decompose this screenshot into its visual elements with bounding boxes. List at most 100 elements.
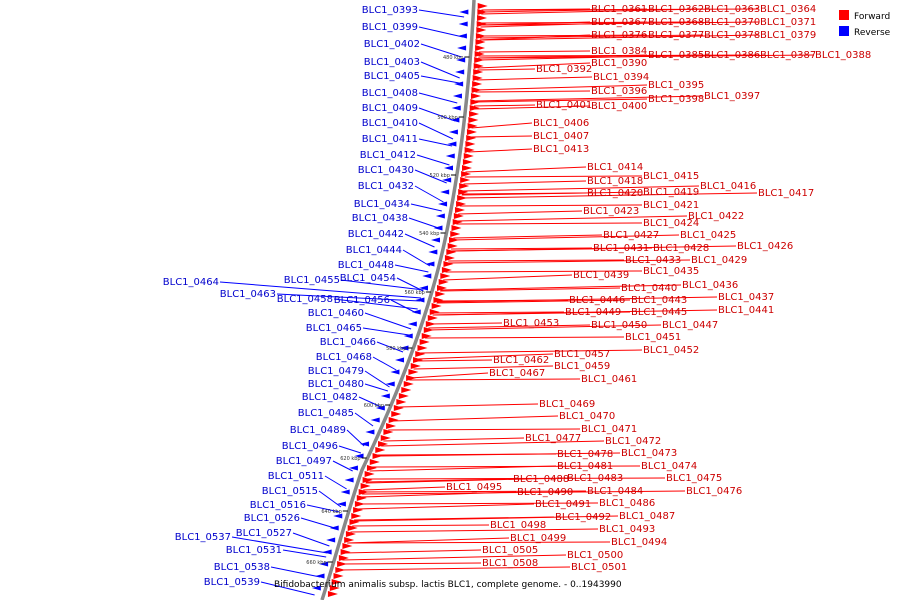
gene-label-forward[interactable]: BLC1_0401 bbox=[536, 100, 592, 111]
gene-label-reverse[interactable]: BLC1_0399 bbox=[362, 22, 418, 33]
gene-label-reverse[interactable]: BLC1_0497 bbox=[276, 456, 332, 467]
gene-label-forward[interactable]: BLC1_0443 bbox=[631, 295, 687, 306]
gene-label-reverse[interactable]: BLC1_0456 bbox=[334, 295, 390, 306]
gene-label-reverse[interactable]: BLC1_0539 bbox=[204, 577, 260, 588]
gene-label-forward[interactable]: BLC1_0386 bbox=[704, 50, 760, 61]
gene-label-forward[interactable]: BLC1_0471 bbox=[581, 424, 637, 435]
gene-label-reverse[interactable]: BLC1_0479 bbox=[308, 366, 364, 377]
gene-label-forward[interactable]: BLC1_0418 bbox=[587, 176, 643, 187]
gene-label-forward[interactable]: BLC1_0429 bbox=[691, 255, 747, 266]
gene-label-forward[interactable]: BLC1_0426 bbox=[737, 241, 793, 252]
gene-label-forward[interactable]: BLC1_0437 bbox=[718, 292, 774, 303]
gene-label-forward[interactable]: BLC1_0459 bbox=[554, 361, 610, 372]
gene-label-reverse[interactable]: BLC1_0409 bbox=[362, 103, 418, 114]
gene-label-forward[interactable]: BLC1_0494 bbox=[611, 537, 667, 548]
gene-label-forward[interactable]: BLC1_0436 bbox=[682, 280, 738, 291]
gene-label-forward[interactable]: BLC1_0379 bbox=[760, 30, 816, 41]
gene-label-forward[interactable]: BLC1_0384 bbox=[591, 46, 647, 57]
gene-label-reverse[interactable]: BLC1_0482 bbox=[302, 392, 358, 403]
gene-label-forward[interactable]: BLC1_0462 bbox=[493, 355, 549, 366]
gene-label-reverse[interactable]: BLC1_0465 bbox=[306, 323, 362, 334]
gene-label-forward[interactable]: BLC1_0490 bbox=[517, 487, 573, 498]
gene-label-reverse[interactable]: BLC1_0463 bbox=[220, 289, 276, 300]
gene-label-forward[interactable]: BLC1_0450 bbox=[591, 320, 647, 331]
gene-label-reverse[interactable]: BLC1_0466 bbox=[320, 337, 376, 348]
gene-label-forward[interactable]: BLC1_0397 bbox=[704, 91, 760, 102]
gene-label-forward[interactable]: BLC1_0486 bbox=[599, 498, 655, 509]
gene-label-forward[interactable]: BLC1_0400 bbox=[591, 101, 647, 112]
gene-label-forward[interactable]: BLC1_0427 bbox=[603, 230, 659, 241]
gene-label-reverse[interactable]: BLC1_0460 bbox=[308, 308, 364, 319]
gene-label-forward[interactable]: BLC1_0371 bbox=[760, 17, 816, 28]
gene-label-forward[interactable]: BLC1_0428 bbox=[653, 243, 709, 254]
gene-label-forward[interactable]: BLC1_0447 bbox=[662, 320, 718, 331]
gene-label-forward[interactable]: BLC1_0484 bbox=[587, 486, 643, 497]
gene-label-forward[interactable]: BLC1_0469 bbox=[539, 399, 595, 410]
gene-label-reverse[interactable]: BLC1_0403 bbox=[364, 57, 420, 68]
gene-label-forward[interactable]: BLC1_0467 bbox=[489, 368, 545, 379]
gene-label-forward[interactable]: BLC1_0387 bbox=[760, 50, 816, 61]
gene-label-forward[interactable]: BLC1_0478 bbox=[557, 449, 613, 460]
gene-label-reverse[interactable]: BLC1_0455 bbox=[284, 275, 340, 286]
gene-label-forward[interactable]: BLC1_0395 bbox=[648, 80, 704, 91]
gene-label-forward[interactable]: BLC1_0420 bbox=[587, 188, 643, 199]
gene-label-forward[interactable]: BLC1_0433 bbox=[625, 255, 681, 266]
gene-label-forward[interactable]: BLC1_0472 bbox=[605, 436, 661, 447]
gene-label-forward[interactable]: BLC1_0483 bbox=[567, 473, 623, 484]
gene-label-forward[interactable]: BLC1_0396 bbox=[591, 86, 647, 97]
gene-label-forward[interactable]: BLC1_0475 bbox=[666, 473, 722, 484]
gene-label-forward[interactable]: BLC1_0470 bbox=[559, 411, 615, 422]
gene-label-reverse[interactable]: BLC1_0480 bbox=[308, 379, 364, 390]
gene-label-reverse[interactable]: BLC1_0511 bbox=[268, 471, 324, 482]
gene-label-forward[interactable]: BLC1_0362 bbox=[648, 4, 704, 15]
gene-label-forward[interactable]: BLC1_0424 bbox=[643, 218, 699, 229]
gene-label-forward[interactable]: BLC1_0368 bbox=[648, 17, 704, 28]
gene-label-forward[interactable]: BLC1_0457 bbox=[554, 349, 610, 360]
gene-label-reverse[interactable]: BLC1_0516 bbox=[250, 500, 306, 511]
gene-label-forward[interactable]: BLC1_0394 bbox=[593, 72, 649, 83]
gene-label-forward[interactable]: BLC1_0417 bbox=[758, 188, 814, 199]
gene-label-forward[interactable]: BLC1_0398 bbox=[648, 94, 704, 105]
gene-label-reverse[interactable]: BLC1_0393 bbox=[362, 5, 418, 16]
gene-label-reverse[interactable]: BLC1_0464 bbox=[163, 277, 219, 288]
gene-label-reverse[interactable]: BLC1_0468 bbox=[316, 352, 372, 363]
gene-label-forward[interactable]: BLC1_0461 bbox=[581, 374, 637, 385]
gene-label-forward[interactable]: BLC1_0476 bbox=[686, 486, 742, 497]
gene-label-forward[interactable]: BLC1_0421 bbox=[643, 200, 699, 211]
gene-label-reverse[interactable]: BLC1_0442 bbox=[348, 229, 404, 240]
gene-label-forward[interactable]: BLC1_0505 bbox=[482, 545, 538, 556]
gene-label-forward[interactable]: BLC1_0425 bbox=[680, 230, 736, 241]
gene-label-forward[interactable]: BLC1_0367 bbox=[591, 17, 647, 28]
gene-label-reverse[interactable]: BLC1_0411 bbox=[362, 134, 418, 145]
gene-label-forward[interactable]: BLC1_0385 bbox=[648, 50, 704, 61]
gene-label-forward[interactable]: BLC1_0363 bbox=[704, 4, 760, 15]
gene-label-forward[interactable]: BLC1_0488 bbox=[513, 474, 569, 485]
gene-label-forward[interactable]: BLC1_0414 bbox=[587, 162, 643, 173]
gene-label-forward[interactable]: BLC1_0491 bbox=[535, 499, 591, 510]
gene-label-reverse[interactable]: BLC1_0527 bbox=[236, 528, 292, 539]
gene-label-forward[interactable]: BLC1_0407 bbox=[533, 131, 589, 142]
gene-label-reverse[interactable]: BLC1_0485 bbox=[298, 408, 354, 419]
gene-label-forward[interactable]: BLC1_0440 bbox=[621, 283, 677, 294]
gene-label-forward[interactable]: BLC1_0364 bbox=[760, 4, 816, 15]
gene-label-reverse[interactable]: BLC1_0531 bbox=[226, 545, 282, 556]
gene-label-forward[interactable]: BLC1_0508 bbox=[482, 558, 538, 569]
gene-label-reverse[interactable]: BLC1_0538 bbox=[214, 562, 270, 573]
gene-label-forward[interactable]: BLC1_0474 bbox=[641, 461, 697, 472]
gene-label-reverse[interactable]: BLC1_0432 bbox=[358, 181, 414, 192]
gene-label-forward[interactable]: BLC1_0498 bbox=[490, 520, 546, 531]
gene-label-forward[interactable]: BLC1_0473 bbox=[621, 448, 677, 459]
gene-label-reverse[interactable]: BLC1_0402 bbox=[364, 39, 420, 50]
gene-label-forward[interactable]: BLC1_0449 bbox=[565, 307, 621, 318]
gene-label-reverse[interactable]: BLC1_0448 bbox=[338, 260, 394, 271]
gene-label-forward[interactable]: BLC1_0495 bbox=[446, 482, 502, 493]
gene-label-reverse[interactable]: BLC1_0458 bbox=[277, 294, 333, 305]
gene-label-reverse[interactable]: BLC1_0405 bbox=[364, 71, 420, 82]
gene-label-forward[interactable]: BLC1_0388 bbox=[815, 50, 871, 61]
gene-label-forward[interactable]: BLC1_0441 bbox=[718, 305, 774, 316]
gene-label-forward[interactable]: BLC1_0378 bbox=[704, 30, 760, 41]
gene-label-reverse[interactable]: BLC1_0515 bbox=[262, 486, 318, 497]
gene-label-forward[interactable]: BLC1_0392 bbox=[536, 64, 592, 75]
gene-label-reverse[interactable]: BLC1_0434 bbox=[354, 199, 410, 210]
gene-label-forward[interactable]: BLC1_0493 bbox=[599, 524, 655, 535]
